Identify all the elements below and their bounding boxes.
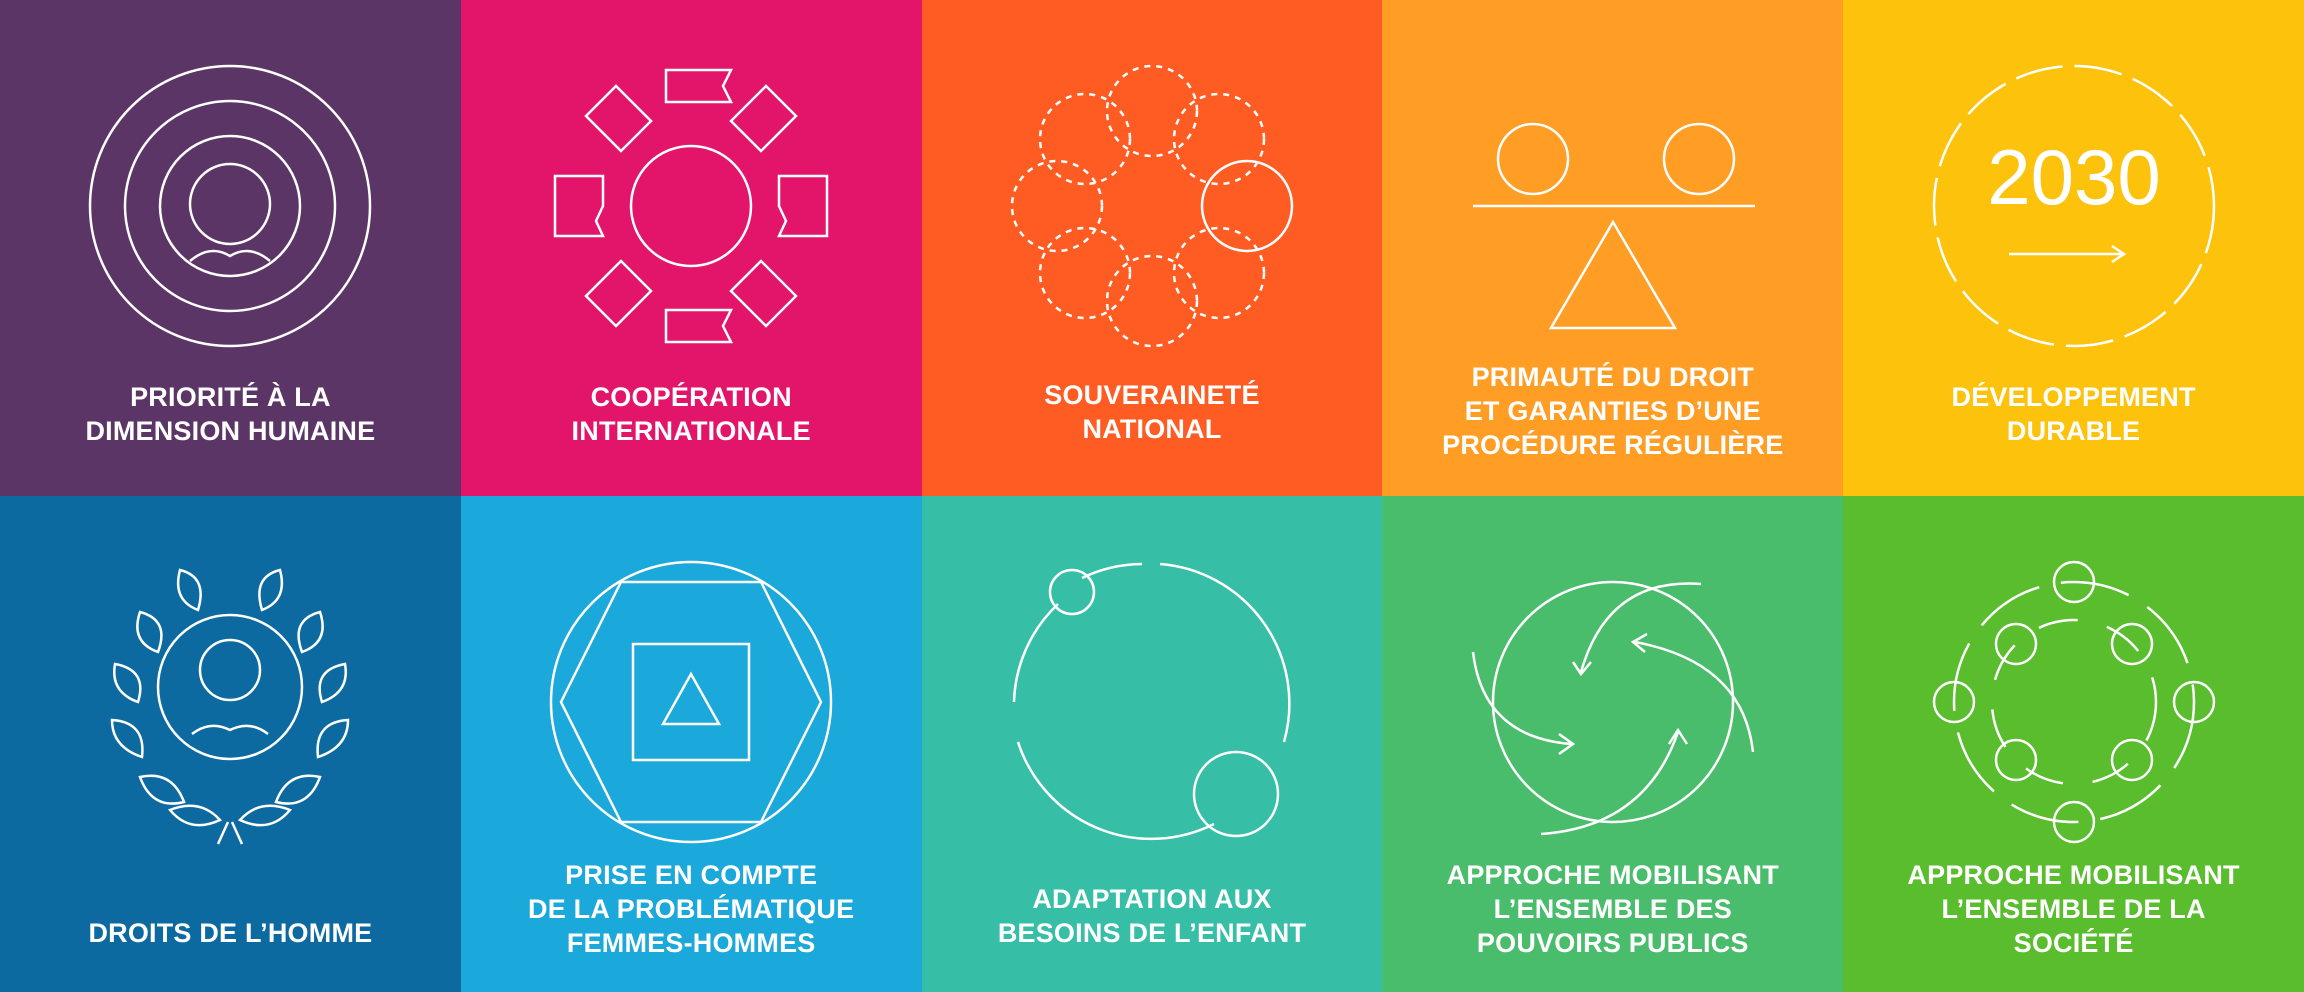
- tile-label-line: NATIONAL: [1082, 414, 1222, 444]
- tile-national-sovereignty: SOUVERAINETÉ NATIONAL: [921, 0, 1383, 496]
- tile-label: DÉVELOPPEMENT DURABLE: [1843, 380, 2304, 448]
- tile-label-line: INTERNATIONALE: [571, 416, 811, 446]
- 2030-arrow-icon: 2030: [1924, 56, 2224, 356]
- tile-label-line: POUVOIRS PUBLICS: [1476, 928, 1749, 958]
- person-target-icon: [80, 56, 380, 356]
- tile-human-centred: PRIORITÉ À LA DIMENSION HUMAINE: [0, 0, 461, 496]
- tile-label-line: APPROCHE MOBILISANT: [1907, 860, 2240, 890]
- tile-child-sensitive: ADAPTATION AUX BESOINS DE L’ENFANT: [921, 496, 1383, 992]
- cycle-arrows-icon: [1463, 552, 1763, 852]
- tile-label-line: DIMENSION HUMAINE: [85, 416, 376, 446]
- tile-label-line: PRISE EN COMPTE: [565, 860, 818, 890]
- tile-label: DROITS DE L’HOMME: [0, 916, 461, 950]
- people-network-icon: [1924, 552, 2224, 852]
- tile-whole-of-government: APPROCHE MOBILISANT L’ENSEMBLE DES POUVO…: [1382, 496, 1844, 992]
- tile-whole-of-society: APPROCHE MOBILISANT L’ENSEMBLE DE LA SOC…: [1843, 496, 2304, 992]
- tile-label: APPROCHE MOBILISANT L’ENSEMBLE DE LA SOC…: [1843, 858, 2304, 960]
- tile-label-line: PROCÉDURE RÉGULIÈRE: [1442, 430, 1784, 460]
- tile-label-line: ET GARANTIES D’UNE: [1464, 396, 1761, 426]
- tile-label: PRISE EN COMPTE DE LA PROBLÉMATIQUE FEMM…: [461, 858, 922, 960]
- circles-ring-icon: [1002, 56, 1302, 356]
- tile-label: PRIMAUTÉ DU DROIT ET GARANTIES D’UNE PRO…: [1382, 360, 1843, 462]
- tile-label-line: SOCIÉTÉ: [2013, 928, 2134, 958]
- tile-label-line: L’ENSEMBLE DE LA: [1941, 894, 2206, 924]
- tile-gender-responsive: PRISE EN COMPTE DE LA PROBLÉMATIQUE FEMM…: [460, 496, 922, 992]
- flags-circle-icon: [541, 56, 841, 356]
- tile-international-cooperation: COOPÉRATION INTERNATIONALE: [460, 0, 922, 496]
- tile-label-line: DURABLE: [2006, 416, 2141, 446]
- tile-label: APPROCHE MOBILISANT L’ENSEMBLE DES POUVO…: [1382, 858, 1843, 960]
- laurel-person-icon: [80, 552, 380, 852]
- tile-label-line: DE LA PROBLÉMATIQUE: [528, 894, 855, 924]
- year-text: 2030: [1987, 133, 2161, 221]
- tile-rule-of-law: PRIMAUTÉ DU DROIT ET GARANTIES D’UNE PRO…: [1382, 0, 1844, 496]
- tile-label-line: FEMMES-HOMMES: [566, 928, 816, 958]
- tile-label: ADAPTATION AUX BESOINS DE L’ENFANT: [922, 882, 1383, 950]
- orbit-circles-icon: [1002, 552, 1302, 852]
- tile-label-line: DÉVELOPPEMENT: [1951, 382, 2196, 412]
- tile-label: COOPÉRATION INTERNATIONALE: [461, 380, 922, 448]
- tile-sustainable-development: 2030 DÉVELOPPEMENT DURABLE: [1843, 0, 2304, 496]
- tile-human-rights: DROITS DE L’HOMME: [0, 496, 461, 992]
- tile-label: SOUVERAINETÉ NATIONAL: [922, 378, 1383, 446]
- tile-label-line: ADAPTATION AUX: [1032, 884, 1272, 914]
- tile-label-line: L’ENSEMBLE DES: [1493, 894, 1732, 924]
- tile-label-line: COOPÉRATION: [590, 382, 792, 412]
- balance-scale-icon: [1463, 56, 1763, 356]
- tile-label-line: SOUVERAINETÉ: [1044, 380, 1260, 410]
- nested-shapes-icon: [541, 552, 841, 852]
- tile-label-line: BESOINS DE L’ENFANT: [997, 918, 1307, 948]
- tile-label-line: APPROCHE MOBILISANT: [1446, 860, 1779, 890]
- tile-label: PRIORITÉ À LA DIMENSION HUMAINE: [0, 380, 461, 448]
- tile-label-line: PRIMAUTÉ DU DROIT: [1471, 362, 1754, 392]
- tile-label-line: DROITS DE L’HOMME: [88, 918, 373, 948]
- tile-label-line: PRIORITÉ À LA: [130, 382, 331, 412]
